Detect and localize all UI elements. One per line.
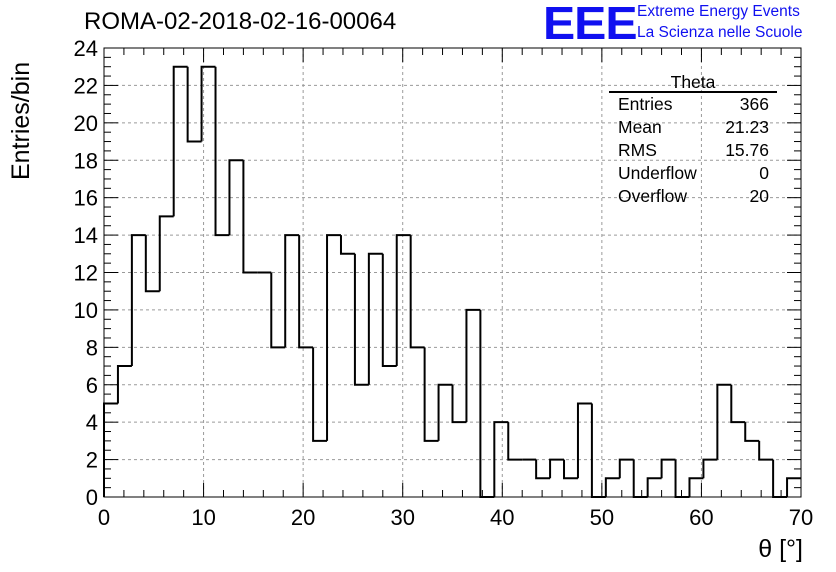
histogram-bin xyxy=(730,384,746,424)
histogram-bin xyxy=(409,235,425,349)
histogram-bin xyxy=(312,347,328,442)
histogram-bin xyxy=(228,159,244,236)
histogram-bin xyxy=(130,234,146,367)
histogram-bin xyxy=(744,422,760,442)
histogram-bin xyxy=(158,215,174,292)
x-tick-label: 10 xyxy=(191,505,215,530)
x-tick-label: 50 xyxy=(590,505,614,530)
stats-row-rms: RMS 15.76 xyxy=(609,139,777,162)
stats-row-entries: Entries 366 xyxy=(609,93,777,116)
histogram-bin xyxy=(535,459,551,480)
histogram-bin xyxy=(284,234,300,348)
histogram-bin xyxy=(772,459,788,498)
stats-title: Theta xyxy=(609,73,777,93)
y-tick-label: 12 xyxy=(74,261,98,286)
histogram-bin xyxy=(576,402,592,479)
y-tick-label: 10 xyxy=(74,298,98,323)
histogram-bin xyxy=(660,458,676,479)
x-axis-label: θ [°] xyxy=(758,535,803,563)
histogram-bin xyxy=(674,459,690,498)
histogram-bin xyxy=(298,235,314,349)
histogram-bin xyxy=(716,383,732,460)
y-tick-label: 18 xyxy=(74,148,98,173)
y-tick-label: 8 xyxy=(86,335,98,360)
histogram-bin xyxy=(549,458,565,479)
brand-line-2: La Scienza nelle Scuole xyxy=(637,24,803,41)
y-tick-label: 14 xyxy=(74,223,98,248)
stats-value: 0 xyxy=(759,163,769,183)
histogram-bin xyxy=(242,160,258,274)
histogram-bin xyxy=(144,235,160,293)
y-tick-label: 22 xyxy=(74,73,98,98)
y-tick-label: 2 xyxy=(86,448,98,473)
histogram-bin xyxy=(618,458,634,479)
y-axis-label: Entries/bin xyxy=(7,61,35,180)
x-tick-label: 70 xyxy=(789,505,813,530)
y-tick-label: 20 xyxy=(74,111,98,136)
histogram-bin xyxy=(563,459,578,480)
x-tick-label: 30 xyxy=(390,505,414,530)
histogram-bin xyxy=(423,347,439,442)
stats-value: 15.76 xyxy=(725,140,769,160)
y-tick-label: 4 xyxy=(86,410,98,435)
histogram-bin xyxy=(214,66,230,237)
histogram-bin xyxy=(270,272,286,349)
histogram-bin xyxy=(395,234,411,367)
y-tick-label: 24 xyxy=(74,36,98,61)
histogram-bin xyxy=(590,403,606,498)
histogram-bin xyxy=(688,477,704,497)
histogram-bin xyxy=(367,252,383,385)
stats-label: RMS xyxy=(618,140,657,160)
stats-label: Underflow xyxy=(618,163,697,183)
axes-frame xyxy=(103,47,802,498)
histogram-bin xyxy=(465,308,481,423)
histogram-bin xyxy=(702,458,718,479)
y-tick-label: 16 xyxy=(74,186,98,211)
histogram-bin xyxy=(451,384,467,424)
histogram-bin xyxy=(353,253,369,386)
histogram-bin xyxy=(172,65,188,217)
histogram-bin xyxy=(479,309,495,498)
x-tick-label: 0 xyxy=(98,505,110,530)
histogram-bin xyxy=(493,421,509,497)
histogram-bin xyxy=(339,235,355,255)
histogram-bin xyxy=(116,365,132,404)
histogram-bin xyxy=(381,253,397,368)
histogram-bin xyxy=(632,459,648,498)
chart-title: ROMA-02-2018-02-16-00064 xyxy=(84,8,397,35)
histogram-bin xyxy=(604,477,620,497)
histogram-bin xyxy=(326,234,341,441)
stats-value: 366 xyxy=(739,94,769,114)
stats-row-underflow: Underflow 0 xyxy=(609,162,777,185)
stats-box: Theta Entries 366 Mean 21.23 RMS 15.76 U… xyxy=(609,73,777,208)
stats-value: 21.23 xyxy=(725,117,769,137)
histogram-bin xyxy=(646,477,662,497)
stats-value: 20 xyxy=(749,186,769,206)
y-tick-label: 0 xyxy=(86,485,98,510)
x-tick-label: 20 xyxy=(291,505,315,530)
eee-logo: EEE xyxy=(543,0,638,49)
stats-row-overflow: Overflow 20 xyxy=(609,185,777,208)
y-tick-label: 6 xyxy=(86,373,98,398)
stats-label: Mean xyxy=(618,117,662,137)
histogram-bin xyxy=(437,383,453,441)
x-tick-label: 60 xyxy=(689,505,713,530)
histogram-bin xyxy=(758,440,774,461)
stats-label: Overflow xyxy=(618,186,688,206)
stats-row-mean: Mean 21.23 xyxy=(609,116,777,139)
histogram-bin xyxy=(507,422,523,461)
histogram-bin xyxy=(200,65,216,142)
brand-line-1: Extreme Energy Events xyxy=(637,3,800,20)
x-tick-label: 40 xyxy=(490,505,514,530)
histogram-bin xyxy=(186,66,202,143)
stats-label: Entries xyxy=(618,94,673,114)
